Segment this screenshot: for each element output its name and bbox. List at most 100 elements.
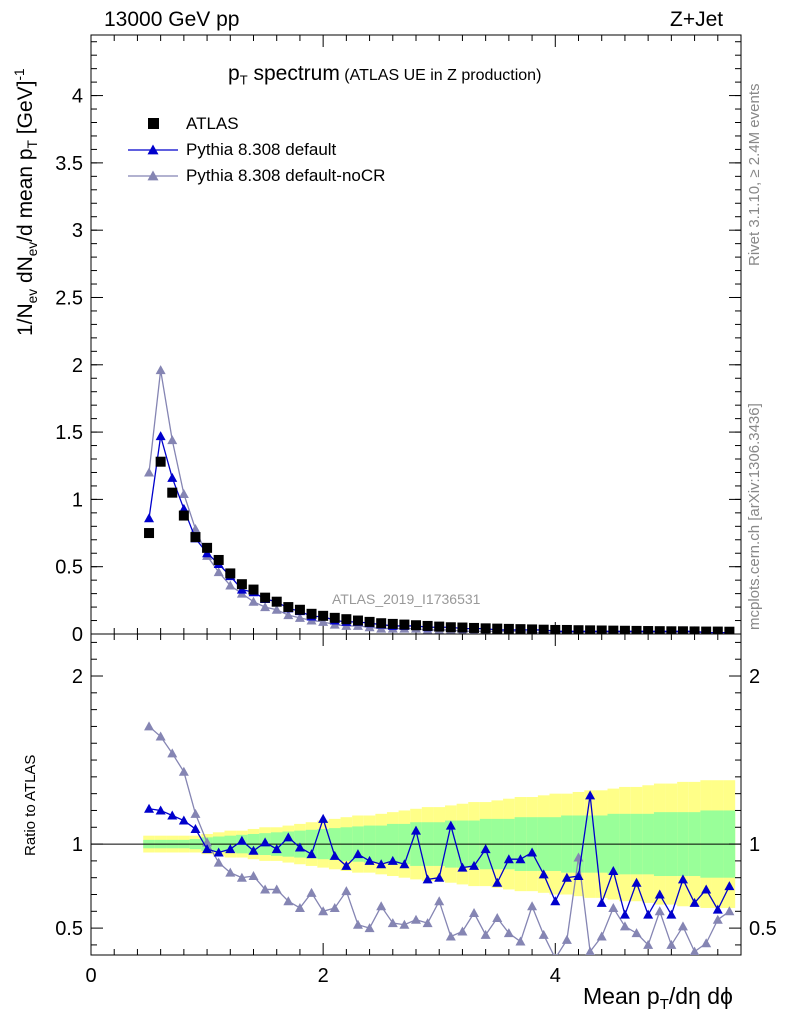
main-y-tick-label: 4 [72, 86, 83, 108]
ratio-y-axis-label: Ratio to ATLAS [22, 754, 39, 856]
main-marker-data [527, 624, 538, 634]
ratio-marker-mc1 [236, 835, 247, 845]
main-marker-data [492, 623, 503, 634]
main-marker-data [596, 625, 607, 634]
ratio-marker-mc1 [387, 855, 398, 865]
ratio-marker-mc2 [294, 902, 305, 912]
main-marker-mc2 [248, 596, 259, 606]
ratio-marker-mc2 [155, 731, 166, 741]
ratio-marker-mc2 [619, 921, 630, 931]
ratio-marker-mc2 [260, 884, 271, 894]
ratio-marker-mc2 [515, 936, 526, 946]
main-marker-mc2 [213, 567, 224, 577]
main-marker-data [701, 626, 712, 634]
main-marker-mc2 [155, 365, 166, 375]
ratio-marker-mc1 [492, 877, 503, 887]
ratio-marker-mc1 [283, 832, 294, 842]
ratio-marker-mc1 [677, 874, 688, 884]
ratio-y-tick-label-right: 1 [749, 834, 760, 856]
ratio-marker-mc1 [167, 810, 178, 820]
ratio-marker-mc1 [376, 859, 387, 869]
main-marker-data [364, 616, 375, 627]
ratio-marker-mc1 [585, 790, 596, 800]
ratio-marker-mc1 [666, 909, 677, 919]
ratio-marker-mc2 [689, 946, 700, 955]
ratio-marker-mc2 [248, 871, 259, 881]
ratio-marker-mc2 [167, 748, 178, 758]
main-marker-data [155, 456, 166, 467]
header-left: 13000 GeV pp [104, 8, 240, 31]
legend-entry-nocr: Pythia 8.308 default-noCR [186, 166, 386, 185]
main-marker-mc1 [144, 513, 155, 523]
ratio-marker-mc1 [643, 909, 654, 919]
main-marker-mc1 [155, 431, 166, 441]
main-marker-data [480, 623, 491, 634]
x-tick-label: 4 [550, 965, 561, 987]
main-marker-data [573, 625, 584, 634]
ratio-marker-mc1 [144, 803, 155, 813]
ratio-marker-mc1 [329, 850, 340, 860]
main-marker-data [422, 620, 433, 631]
ratio-marker-mc1 [631, 877, 642, 887]
ratio-marker-mc2 [492, 913, 503, 923]
main-y-tick-label: 0.5 [55, 557, 83, 579]
ratio-marker-mc1 [573, 871, 584, 881]
main-marker-data [341, 614, 352, 625]
ratio-y-tick-label-right: 0.5 [749, 918, 777, 940]
mcplots-label: mcplots.cern.ch [arXiv:1306.3436] [746, 403, 763, 630]
main-marker-data [631, 625, 642, 634]
rivet-version-label: Rivet 3.1.10, ≥ 2.4M events [746, 83, 763, 267]
main-marker-data [376, 618, 387, 629]
main-marker-data [689, 626, 700, 634]
ratio-marker-mc1 [538, 869, 549, 879]
main-marker-data [178, 510, 189, 521]
ratio-marker-mc1 [202, 844, 213, 854]
ratio-marker-mc2 [225, 867, 236, 877]
main-marker-data [608, 625, 619, 634]
main-marker-data [712, 626, 723, 634]
ratio-marker-mc1 [306, 849, 317, 859]
ratio-marker-mc2 [561, 934, 572, 944]
main-marker-data [399, 619, 410, 630]
ratio-marker-mc1 [294, 842, 305, 852]
main-marker-data [538, 624, 549, 634]
main-y-tick-label: 2 [72, 355, 83, 377]
ratio-marker-mc1 [561, 872, 572, 882]
ratio-y-tick-label-left: 0.5 [55, 918, 83, 940]
ratio-marker-mc2 [178, 766, 189, 776]
main-marker-data [585, 625, 596, 634]
legend-default-marker [147, 144, 159, 155]
ratio-marker-mc1 [248, 845, 259, 855]
main-marker-data [329, 612, 340, 623]
main-marker-mc2 [271, 604, 282, 614]
main-marker-mc2 [178, 489, 189, 499]
ratio-marker-mc1 [213, 847, 224, 857]
main-panel: 0 0.5 1 1.5 2 2.5 3 3.5 4 [55, 34, 742, 646]
main-marker-data [677, 626, 688, 634]
main-marker-data [387, 618, 398, 629]
ratio-marker-mc1 [608, 865, 619, 875]
ratio-marker-mc2 [213, 857, 224, 867]
main-marker-data [190, 532, 201, 543]
ratio-marker-mc1 [480, 844, 491, 854]
legend-entry-atlas: ATLAS [186, 114, 239, 133]
ratio-marker-mc2 [643, 939, 654, 949]
ratio-marker-mc1 [469, 860, 480, 870]
main-marker-data [434, 621, 445, 632]
ratio-marker-mc2 [554, 953, 557, 955]
main-y-tick-label: 1.5 [55, 422, 83, 444]
ratio-marker-mc2 [434, 896, 445, 906]
main-marker-data [666, 626, 677, 634]
main-y-tick-label: 3.5 [55, 153, 83, 175]
main-y-tick-label: 2.5 [55, 287, 83, 309]
ratio-marker-mc2 [399, 919, 410, 929]
ratio-marker-mc2 [608, 902, 619, 912]
main-marker-data [643, 626, 654, 634]
main-marker-data [411, 620, 421, 631]
ratio-marker-mc2 [387, 918, 398, 928]
ratio-marker-mc1 [155, 805, 166, 815]
main-marker-data [144, 528, 155, 539]
main-marker-mc2 [225, 580, 236, 590]
main-marker-data [306, 608, 317, 619]
